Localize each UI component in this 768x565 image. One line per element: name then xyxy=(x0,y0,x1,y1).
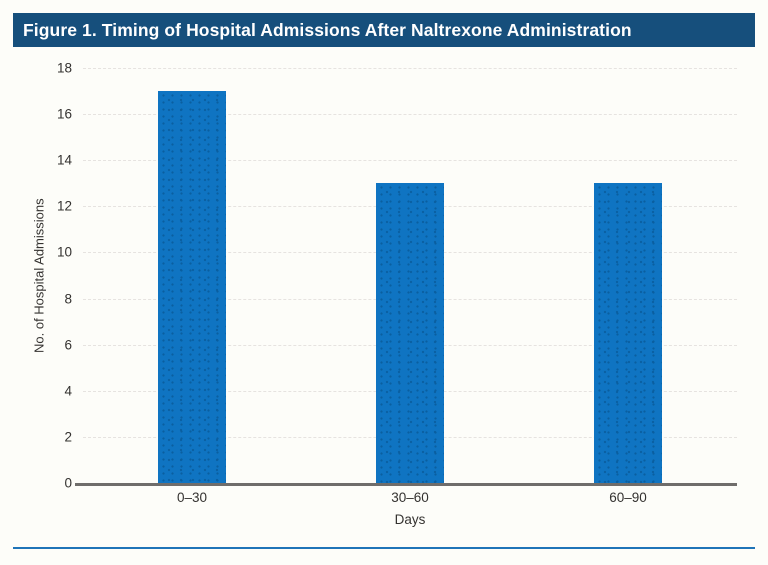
x-axis-line xyxy=(75,483,737,486)
y-tick-label: 4 xyxy=(64,383,72,399)
figure-title-bar: Figure 1. Timing of Hospital Admissions … xyxy=(13,13,755,47)
y-tick-label: 10 xyxy=(56,244,72,260)
y-tick-label: 8 xyxy=(64,291,72,307)
gridline xyxy=(83,68,737,69)
figure-title: Figure 1. Timing of Hospital Admissions … xyxy=(23,19,632,40)
y-tick-label: 0 xyxy=(64,475,72,491)
y-axis-tick-labels: 0 2 4 6 8 10 12 14 16 18 xyxy=(0,61,72,491)
gridline xyxy=(83,114,737,116)
bar-30–60 xyxy=(376,183,444,483)
gridline xyxy=(83,160,737,162)
x-tick-label: 30–60 xyxy=(391,490,429,505)
y-tick-label: 6 xyxy=(64,337,72,353)
y-tick-label: 18 xyxy=(56,60,72,76)
x-tick-label: 60–90 xyxy=(609,490,647,505)
y-tick-label: 2 xyxy=(64,429,72,445)
x-axis-title: Days xyxy=(394,512,426,527)
y-tick-label: 14 xyxy=(56,152,72,168)
x-axis-tick-labels: 0–30 30–60 60–90 xyxy=(83,490,737,508)
plot-area xyxy=(75,68,737,486)
y-tick-label: 16 xyxy=(56,106,72,122)
bottom-rule xyxy=(13,547,755,549)
x-tick-label: 0–30 xyxy=(176,490,208,505)
bar-0–30 xyxy=(158,91,226,483)
y-tick-label: 12 xyxy=(56,198,72,214)
bar-60–90 xyxy=(594,183,662,483)
